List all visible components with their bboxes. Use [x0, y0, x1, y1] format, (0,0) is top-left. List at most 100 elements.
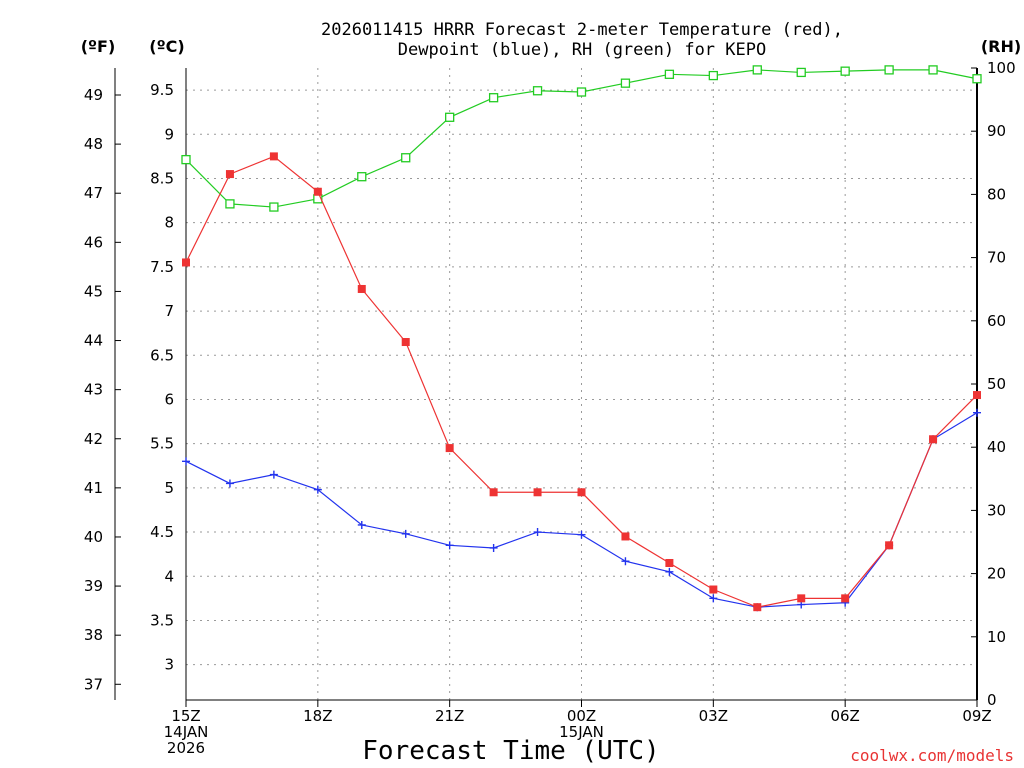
fahrenheit-tick-label: 42: [84, 430, 103, 448]
dewpoint-c-point: [709, 594, 718, 603]
temperature-c-point: [577, 488, 586, 497]
dewpoint-c-point: [533, 528, 542, 537]
fahrenheit-tick-label: 38: [84, 626, 103, 644]
temperature-c-point: [797, 594, 806, 603]
rh-point: [357, 172, 367, 182]
rh-point: [181, 154, 191, 165]
dewpoint-c-point: [357, 520, 366, 529]
temperature-c-point: [225, 170, 234, 179]
fahrenheit-tick-label: 41: [84, 479, 103, 497]
gridlines: [186, 68, 977, 700]
rh-tick-label: 40: [987, 438, 1006, 456]
dewpoint-c-point: [225, 479, 234, 488]
x-tick-label: 06Z: [830, 707, 859, 725]
fahrenheit-tick-label: 45: [84, 282, 103, 300]
fahrenheit-tick-label: 43: [84, 381, 103, 399]
temperature-c-point: [621, 532, 630, 541]
credit-text: coolwx.com/models: [850, 746, 1014, 765]
rh-point: [269, 202, 279, 212]
rh-tick-label: 80: [987, 185, 1006, 203]
dewpoint-c-point: [445, 541, 454, 550]
rh-tick-label: 30: [987, 501, 1006, 519]
fahrenheit-tick-label: 49: [84, 86, 103, 104]
x-tick-label: 18Z: [303, 707, 332, 725]
celsius-tick-label: 5: [164, 479, 174, 497]
data-series: [181, 65, 982, 612]
rh-tick-label: 50: [987, 375, 1006, 393]
fahrenheit-tick-label: 37: [84, 675, 103, 693]
celsius-tick-label: 4.5: [150, 523, 174, 541]
dewpoint-c-point: [182, 457, 190, 466]
celsius-tick-label: 9: [164, 125, 174, 143]
rh-tick-label: 0: [987, 691, 997, 709]
temperature-c-point: [753, 603, 762, 612]
rh-tick-label: 70: [987, 249, 1006, 267]
fahrenheit-tick-label: 47: [84, 184, 103, 202]
fahrenheit-tick-label: 48: [84, 135, 103, 153]
celsius-tick-label: 8: [164, 214, 174, 232]
x-tick-label: 09Z: [962, 707, 991, 725]
rh-point: [796, 67, 806, 78]
dewpoint-c-point: [401, 529, 410, 538]
rh-point: [928, 65, 938, 75]
temperature-c-point: [841, 594, 850, 603]
rh-tick-label: 10: [987, 628, 1006, 646]
celsius-tick-label: 6.5: [150, 346, 174, 364]
rh-tick-label: 100: [987, 59, 1016, 77]
fahrenheit-tick-label: 44: [84, 332, 103, 350]
rh-tick-label: 60: [987, 312, 1006, 330]
chart-title-line1: 2026011415 HRRR Forecast 2-meter Tempera…: [321, 20, 843, 40]
temperature-c-point: [929, 435, 938, 444]
temperature-c-point: [401, 338, 410, 347]
temperature-c-point: [313, 187, 322, 196]
rh-point: [620, 78, 631, 88]
rh-point: [840, 66, 850, 76]
rh-point: [664, 69, 675, 79]
dewpoint-c-point: [489, 543, 498, 552]
rh-point: [445, 112, 455, 122]
rh-point: [708, 70, 718, 81]
x-tick-label: 00Z: [567, 707, 596, 725]
rh-point: [972, 74, 982, 84]
x-tick-label: 03Z: [699, 707, 728, 725]
temperature-c-point: [973, 391, 981, 400]
rh-point: [401, 153, 411, 163]
rh-point: [884, 65, 894, 75]
rh-tick-label: 90: [987, 122, 1006, 140]
temperature-c-point: [445, 444, 454, 453]
fahrenheit-unit-label: (ºF): [81, 37, 116, 56]
celsius-tick-label: 7: [164, 302, 174, 320]
rh-unit-label: (RH): [981, 37, 1021, 56]
temperature-c-point: [489, 488, 498, 497]
x-tick-label: 21Z: [435, 707, 464, 725]
axes: 3 3.5 4 4.5 5 5.5 6 6.5 7 7.5 8 8.5 9 9.5 37 38 39 40 41 42…: [84, 59, 1016, 709]
celsius-tick-label: 3.5: [150, 611, 174, 629]
celsius-tick-label: 7.5: [150, 258, 174, 276]
rh-point: [532, 86, 543, 96]
x-axis-label: Forecast Time (UTC): [362, 736, 659, 766]
celsius-tick-label: 3: [164, 656, 174, 674]
dewpoint-c-point: [665, 567, 674, 576]
celsius-tick-label: 6: [164, 390, 174, 408]
temperature-c-point: [885, 541, 894, 550]
temperature-c-point: [269, 152, 278, 161]
fahrenheit-tick-label: 39: [84, 577, 103, 595]
fahrenheit-tick-label: 40: [84, 528, 103, 546]
celsius-tick-label: 9.5: [150, 81, 174, 99]
x-tick-label: 14JAN: [164, 723, 209, 741]
dewpoint-c-point: [577, 530, 586, 539]
celsius-unit-label: (ºC): [149, 37, 184, 56]
temperature-c-point: [533, 488, 542, 497]
temperature-c-point: [182, 258, 190, 267]
temperature-c-point: [665, 558, 674, 567]
celsius-tick-label: 8.5: [150, 169, 174, 187]
temperature-c-point: [357, 284, 366, 293]
dewpoint-c-point: [621, 557, 630, 566]
fahrenheit-tick-label: 46: [84, 233, 103, 251]
dewpoint-c-point: [313, 485, 322, 494]
celsius-tick-label: 5.5: [150, 435, 174, 453]
rh-point: [752, 65, 762, 75]
dewpoint-c-point: [973, 408, 981, 417]
